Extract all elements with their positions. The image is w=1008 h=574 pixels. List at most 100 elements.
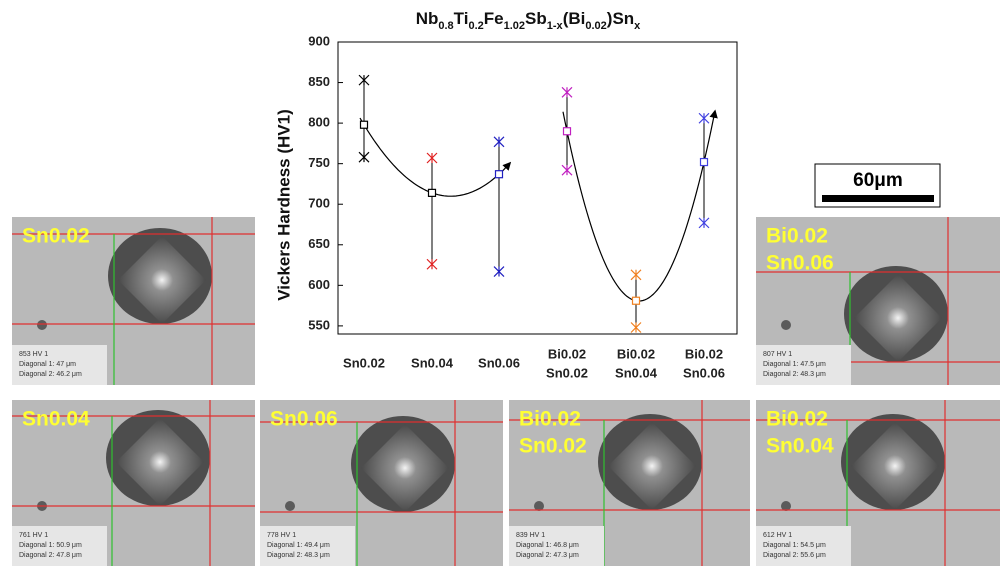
- micrograph: 853 HV 1 Diagonal 1: 47 μm Diagonal 2: 46.…: [12, 217, 255, 385]
- micrograph-label: Bi0.02: [766, 408, 828, 431]
- info-box: [509, 526, 604, 566]
- y-tick-label: 850: [308, 74, 330, 89]
- micrograph: 761 HV 1 Diagonal 1: 50.9 μm Diagonal 2: 4…: [12, 400, 255, 566]
- indent: [608, 422, 696, 510]
- info-text: Diagonal 1: 47 μm: [19, 361, 76, 368]
- mean-marker: [494, 170, 504, 179]
- y-tick-label: 800: [308, 115, 330, 130]
- micrograph-label: Bi0.02: [766, 225, 828, 248]
- micrograph: 612 HV 1 Diagonal 1: 54.5 μm Diagonal 2: 5…: [756, 400, 1000, 566]
- plot-frame: [337, 41, 738, 335]
- micrograph-label: Bi0.02: [519, 408, 581, 431]
- title-subscript: 1-x: [547, 20, 564, 32]
- info-text: Diagonal 2: 48.3 μm: [763, 371, 826, 378]
- mean-marker: [631, 296, 641, 305]
- title-part: )Sn: [607, 9, 634, 28]
- min-marker: [493, 266, 505, 277]
- info-text: 807 HV 1: [763, 351, 792, 358]
- title-part: Fe: [484, 9, 504, 28]
- info-text: Diagonal 2: 48.3 μm: [267, 552, 330, 559]
- spot: [534, 501, 544, 511]
- min-marker: [698, 217, 710, 229]
- x-tick-label: Sn0.02: [546, 365, 588, 380]
- micrograph: 778 HV 1 Diagonal 1: 49.4 μm Diagonal 2: 4…: [260, 400, 503, 566]
- max-marker: [426, 152, 438, 164]
- info-box: [756, 345, 851, 385]
- info-text: Diagonal 1: 47.5 μm: [763, 361, 826, 368]
- min-marker: [358, 151, 370, 163]
- micrograph-label: Sn0.02: [22, 225, 90, 248]
- y-tick-label: 750: [308, 155, 330, 170]
- micrograph-label: Sn0.04: [22, 408, 90, 431]
- scale-bar: [822, 195, 934, 202]
- x-tick-label: Sn0.04: [615, 365, 658, 380]
- y-tick-label: 600: [308, 277, 330, 292]
- title-part: Ti: [454, 9, 469, 28]
- micrograph-label: Sn0.04: [766, 435, 834, 458]
- spot: [37, 320, 47, 330]
- info-text: Diagonal 2: 55.6 μm: [763, 552, 826, 559]
- x-tick-label: Sn0.06: [683, 365, 725, 380]
- x-tick-label: Sn0.04: [411, 355, 454, 370]
- spot: [781, 501, 791, 511]
- micrograph: 807 HV 1 Diagonal 1: 47.5 μm Diagonal 2: 4…: [756, 217, 1000, 385]
- min-marker: [426, 258, 438, 270]
- y-tick-label: 900: [308, 33, 330, 48]
- scale-bar-label: 60μm: [853, 170, 903, 191]
- max-marker: [561, 86, 573, 98]
- x-tick-label: Bi0.02: [685, 346, 723, 361]
- indent: [118, 236, 206, 324]
- title-subscript: x: [634, 20, 641, 32]
- chart-title: Nb0.8Ti0.2Fe1.02Sb1-x(Bi0.02)Snx: [416, 9, 641, 31]
- info-text: 778 HV 1: [267, 532, 296, 539]
- info-text: Diagonal 2: 47.3 μm: [516, 552, 579, 559]
- indent: [361, 424, 449, 512]
- info-text: 761 HV 1: [19, 532, 48, 539]
- micrograph-label: Sn0.06: [270, 408, 338, 431]
- info-box: [260, 526, 355, 566]
- min-marker: [561, 164, 573, 176]
- title-subscript: 1.02: [504, 20, 525, 32]
- y-tick-label: 700: [308, 196, 330, 211]
- micrograph: 839 HV 1 Diagonal 1: 46.8 μm Diagonal 2: 4…: [509, 400, 750, 566]
- max-marker: [358, 74, 370, 86]
- info-text: Diagonal 1: 46.8 μm: [516, 542, 579, 549]
- spot: [285, 501, 295, 511]
- info-text: 853 HV 1: [19, 351, 48, 358]
- max-marker: [630, 269, 642, 281]
- y-tick-label: 650: [308, 236, 330, 251]
- max-marker: [698, 112, 710, 124]
- title-part: Nb: [416, 9, 439, 28]
- title-part: Sb: [525, 9, 547, 28]
- info-box: [12, 345, 107, 385]
- mean-marker: [359, 120, 369, 129]
- title-subscript: 0.8: [438, 20, 453, 32]
- mean-marker: [427, 188, 437, 197]
- x-tick-label: Sn0.02: [343, 355, 385, 370]
- info-text: 839 HV 1: [516, 532, 545, 539]
- y-axis-label: Vickers Hardness (HV1): [274, 109, 293, 301]
- mean-marker: [699, 157, 709, 167]
- title-part: (Bi: [563, 9, 586, 28]
- info-text: Diagonal 1: 50.9 μm: [19, 542, 82, 549]
- info-text: Diagonal 1: 49.4 μm: [267, 542, 330, 549]
- spot: [781, 320, 791, 330]
- info-text: Diagonal 2: 46.2 μm: [19, 371, 82, 378]
- x-tick-label: Bi0.02: [617, 346, 655, 361]
- max-marker: [493, 136, 505, 148]
- indent: [116, 418, 204, 506]
- info-text: Diagonal 1: 54.5 μm: [763, 542, 826, 549]
- micrograph-label: Sn0.02: [519, 435, 587, 458]
- mean-marker: [562, 127, 572, 136]
- x-tick-label: Bi0.02: [548, 346, 586, 361]
- title-subscript: 0.2: [468, 20, 483, 32]
- info-box: [756, 526, 851, 566]
- indent: [851, 422, 939, 510]
- y-tick-label: 550: [308, 317, 330, 332]
- micrograph-label: Sn0.06: [766, 252, 834, 275]
- info-text: 612 HV 1: [763, 532, 792, 539]
- title-subscript: 0.02: [585, 20, 606, 32]
- info-box: [12, 526, 107, 566]
- min-marker: [630, 322, 642, 333]
